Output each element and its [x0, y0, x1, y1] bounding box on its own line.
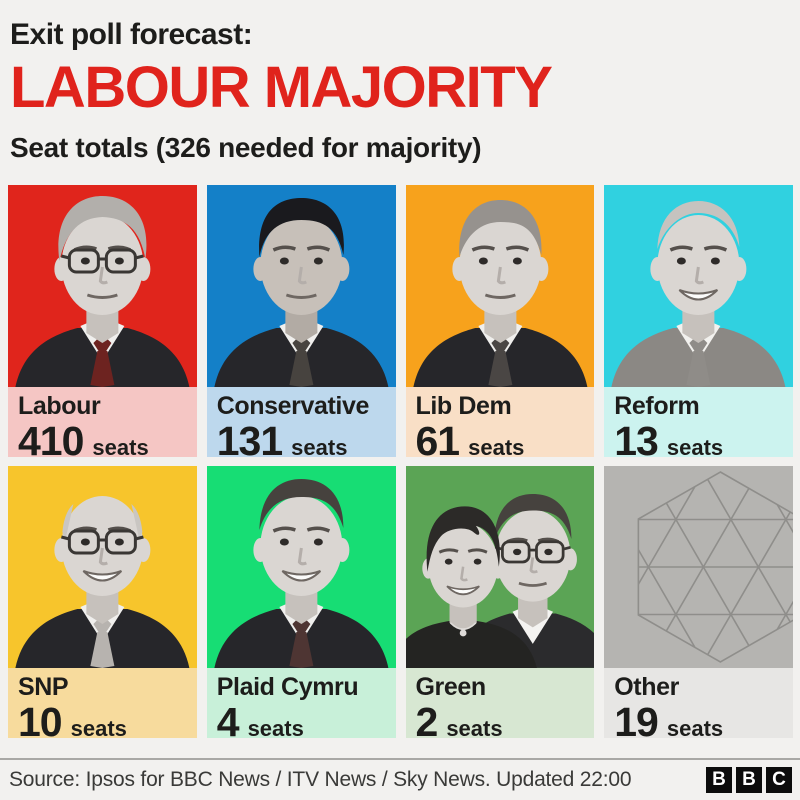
- party-label: Labour 410 seats: [8, 386, 197, 464]
- party-label: Conservative 131 seats: [206, 386, 396, 464]
- seat-unit-label: seats: [247, 715, 304, 741]
- party-name: Other: [614, 672, 679, 701]
- leader-portrait: [405, 465, 595, 668]
- seat-count: 2: [415, 698, 439, 745]
- bbc-logo-block: C: [766, 767, 792, 793]
- kicker-text: Exit poll forecast:: [10, 18, 253, 51]
- seat-total: 4 seats: [217, 699, 390, 746]
- seat-unit-label: seats: [446, 715, 503, 741]
- seat-unit-label: seats: [92, 434, 149, 460]
- party-label: Green 2 seats: [405, 667, 595, 745]
- leader-portrait: [206, 184, 396, 387]
- party-card-snp: SNP 10 seats: [8, 465, 197, 745]
- bbc-logo: B B C: [706, 767, 792, 793]
- seat-total: 10 seats: [18, 699, 191, 746]
- seat-unit-label: seats: [666, 715, 724, 741]
- seat-total: 410 seats: [18, 418, 191, 465]
- seat-unit-label: seats: [666, 434, 724, 460]
- leader-portrait: [8, 184, 197, 387]
- party-name: Labour: [18, 391, 101, 420]
- other-parties-pattern: [604, 465, 793, 668]
- seat-count: 4: [216, 698, 240, 745]
- party-card-conservative: Conservative 131 seats: [206, 184, 396, 464]
- party-name: Conservative: [216, 391, 370, 420]
- party-name: Lib Dem: [415, 391, 512, 420]
- headline: LABOUR MAJORITY: [10, 55, 553, 120]
- party-label: Reform 13 seats: [604, 386, 793, 464]
- seat-count: 19: [614, 698, 659, 745]
- party-card-plaid-cymru: Plaid Cymru 4 seats: [206, 465, 396, 745]
- seat-total: 2 seats: [416, 699, 589, 746]
- party-name: SNP: [18, 672, 69, 701]
- party-label: Other 19 seats: [604, 667, 793, 745]
- party-grid: Labour 410 seats Conservative 131 seats Lib De…: [8, 184, 793, 745]
- party-label: Lib Dem 61 seats: [405, 386, 595, 464]
- subtitle: Seat totals (326 needed for majority): [10, 132, 482, 163]
- leader-portrait: [604, 184, 793, 387]
- footer: Source: Ipsos for BBC News / ITV News / …: [0, 758, 800, 800]
- seat-total: 61 seats: [416, 418, 589, 465]
- source-text: Source: Ipsos for BBC News / ITV News / …: [9, 768, 632, 791]
- seat-unit-label: seats: [70, 715, 127, 741]
- party-card-green: Green 2 seats: [405, 465, 595, 745]
- seat-unit-label: seats: [291, 434, 348, 460]
- party-label: SNP 10 seats: [8, 667, 197, 745]
- party-name: Green: [415, 672, 487, 701]
- leader-portrait: [206, 465, 396, 668]
- party-card-other: Other 19 seats: [604, 465, 793, 745]
- seat-count: 410: [18, 417, 84, 464]
- bbc-logo-block: B: [706, 767, 732, 793]
- leader-portrait: [8, 465, 197, 668]
- party-card-labour: Labour 410 seats: [8, 184, 197, 464]
- seat-total: 131 seats: [217, 418, 390, 465]
- seat-total: 13 seats: [614, 418, 787, 465]
- party-card-reform: Reform 13 seats: [604, 184, 793, 464]
- seat-count: 13: [614, 417, 659, 464]
- header: Exit poll forecast: LABOUR MAJORITY Seat…: [0, 0, 800, 164]
- bbc-logo-block: B: [736, 767, 762, 793]
- party-card-lib-dem: Lib Dem 61 seats: [405, 184, 595, 464]
- party-name: Plaid Cymru: [216, 672, 359, 701]
- seat-unit-label: seats: [468, 434, 525, 460]
- party-label: Plaid Cymru 4 seats: [206, 667, 396, 745]
- seat-count: 61: [415, 417, 461, 464]
- party-name: Reform: [614, 391, 700, 420]
- seat-count: 131: [216, 417, 283, 464]
- seat-total: 19 seats: [614, 699, 787, 746]
- seat-count: 10: [18, 698, 63, 745]
- leader-portrait: [405, 184, 595, 387]
